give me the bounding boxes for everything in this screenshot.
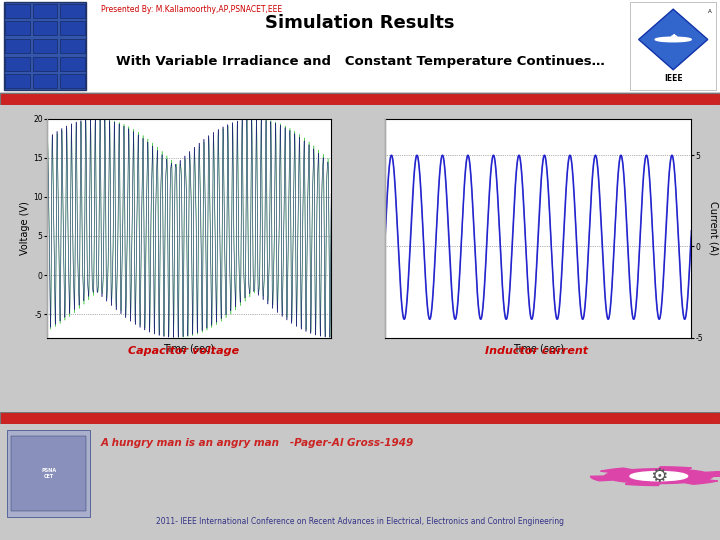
Bar bbox=[4, 2, 86, 90]
Bar bbox=[370, 119, 385, 338]
Bar bbox=[32, 39, 58, 53]
Bar bbox=[60, 74, 85, 88]
Text: Inductor current: Inductor current bbox=[485, 346, 588, 356]
Bar bbox=[32, 119, 47, 338]
Y-axis label: Voltage (V): Voltage (V) bbox=[20, 201, 30, 255]
Text: With Variable Irradiance and   Constant Temperature Continues…: With Variable Irradiance and Constant Te… bbox=[116, 55, 604, 68]
Bar bbox=[5, 21, 30, 35]
Text: Presented By: M.Kallamoorthy,AP,PSNACET,EEE: Presented By: M.Kallamoorthy,AP,PSNACET,… bbox=[101, 5, 282, 14]
Bar bbox=[60, 4, 85, 18]
Text: Capacitor voltage: Capacitor voltage bbox=[128, 346, 239, 356]
Bar bbox=[32, 74, 58, 88]
Bar bbox=[5, 74, 30, 88]
Bar bbox=[60, 21, 85, 35]
X-axis label: Time (sec): Time (sec) bbox=[163, 343, 215, 353]
Text: PSNA
CET: PSNA CET bbox=[41, 468, 56, 478]
Text: IEEE: IEEE bbox=[664, 73, 683, 83]
Bar bbox=[32, 4, 58, 18]
Bar bbox=[5, 4, 30, 18]
Y-axis label: Current (A): Current (A) bbox=[708, 201, 719, 255]
Polygon shape bbox=[590, 467, 720, 485]
Circle shape bbox=[655, 37, 691, 42]
X-axis label: Time (sec): Time (sec) bbox=[513, 343, 564, 353]
Text: Φ: Φ bbox=[669, 35, 678, 44]
Bar bbox=[60, 57, 85, 71]
Bar bbox=[5, 57, 30, 71]
Bar bbox=[32, 57, 58, 71]
Text: Simulation Results: Simulation Results bbox=[265, 14, 455, 32]
Text: 2011- IEEE International Conference on Recent Advances in Electrical, Electronic: 2011- IEEE International Conference on R… bbox=[156, 517, 564, 526]
Text: A: A bbox=[708, 9, 711, 15]
Bar bbox=[32, 21, 58, 35]
Circle shape bbox=[630, 471, 688, 481]
Text: ⚙: ⚙ bbox=[650, 467, 667, 485]
Bar bbox=[11, 435, 86, 511]
Bar bbox=[7, 430, 90, 517]
Polygon shape bbox=[639, 9, 708, 70]
Bar bbox=[630, 2, 716, 90]
Bar bbox=[60, 39, 85, 53]
Bar bbox=[5, 39, 30, 53]
Text: A hungry man is an angry man   -Pager-Al Gross-1949: A hungry man is an angry man -Pager-Al G… bbox=[101, 438, 414, 448]
